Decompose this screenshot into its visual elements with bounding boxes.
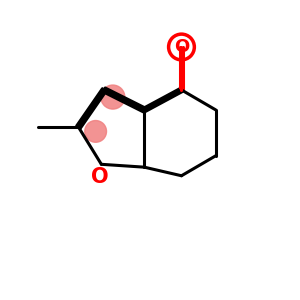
Circle shape: [101, 85, 125, 109]
Text: O: O: [174, 38, 189, 56]
Text: O: O: [91, 167, 109, 187]
Circle shape: [85, 121, 106, 142]
